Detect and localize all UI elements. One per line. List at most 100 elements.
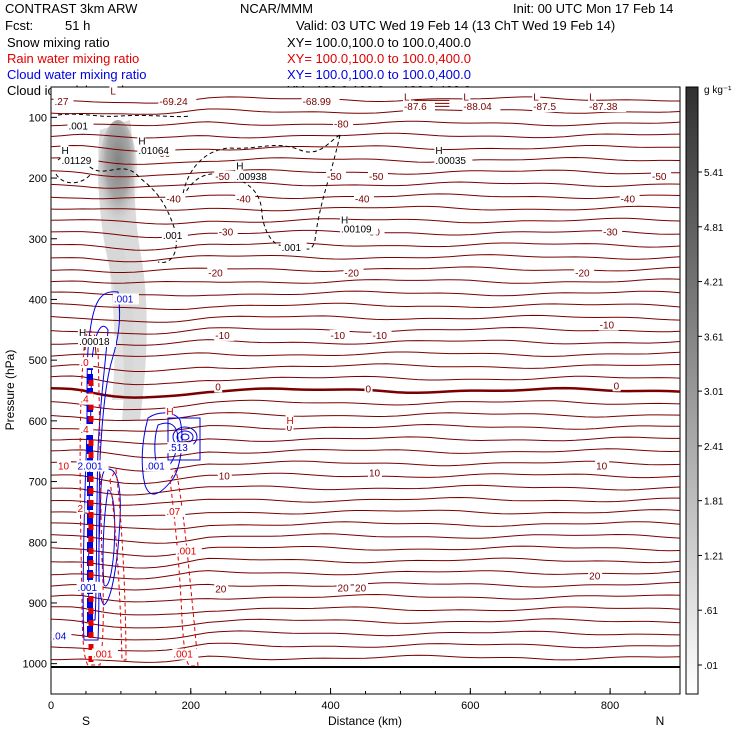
label-bg (651, 170, 672, 182)
isotherm-line (51, 108, 680, 115)
label-bg (137, 144, 176, 156)
label-bg (76, 460, 109, 472)
isotherm-label: -10 (215, 331, 230, 342)
extremum-label: H (138, 137, 145, 148)
y-tick-label: 200 (29, 173, 47, 185)
extremum-label: L (463, 92, 469, 103)
colorbar-tick-label: 3.01 (704, 387, 724, 398)
label-bg (165, 405, 174, 417)
isotherm-label: 0 (366, 384, 372, 395)
colorbar-tick-label: 4.21 (704, 278, 724, 289)
label-bg (301, 96, 340, 108)
isotherm-line (51, 412, 680, 422)
y-axis-title: Pressure (hPa) (3, 350, 17, 431)
label-bg (619, 193, 640, 205)
colorbar-tick-label: 2.41 (704, 442, 724, 453)
y-tick-label: 400 (29, 294, 47, 306)
field-name: Rain water mixing ratio (7, 51, 139, 66)
label-bg (367, 170, 388, 182)
label-bg (79, 357, 94, 369)
label-bg (60, 144, 69, 156)
fcst-value: 51 h (65, 18, 90, 33)
isotherm-line (51, 630, 680, 641)
mixing-ratio-label: .27 (54, 97, 68, 108)
isotherm-label: -88.04 (463, 102, 492, 113)
isotherm-line (51, 156, 680, 165)
isotherm-line (51, 654, 680, 663)
isotherm-label: -20 (345, 268, 360, 279)
isotherm-line (51, 472, 680, 485)
isotherm-line (51, 217, 680, 225)
mixing-ratio-label: .001 (114, 294, 134, 305)
isotherm-line (51, 363, 680, 372)
extremum-label: L (533, 92, 539, 103)
x-tick-label: 600 (461, 700, 479, 712)
colorbar-ticks: 5.41 4.81 4.21 3.61 3.01 2.41 1.81 1.21 .61 .01 (698, 168, 724, 672)
isotherm-label: -50 (369, 172, 384, 183)
label-bg (354, 582, 369, 594)
isotherm-label: 0 (215, 383, 221, 394)
label-bg (165, 193, 186, 205)
extremum-label: .00938 (236, 172, 267, 183)
label-bg (402, 101, 435, 113)
x-tick-label: 200 (182, 700, 200, 712)
label-bg (336, 582, 351, 594)
y-tick-label: 700 (29, 477, 47, 489)
label-bg (402, 91, 411, 103)
mixing-ratio-label: .001 (173, 650, 193, 661)
isotherm-line (51, 545, 680, 557)
isotherm-line (51, 375, 680, 386)
isotherm-line (51, 314, 680, 323)
isotherm-line (51, 205, 680, 212)
isotherm-label: -10 (372, 331, 387, 342)
isotherm-label: -20 (575, 268, 590, 279)
label-bg (462, 91, 471, 103)
isotherm-label: -50 (652, 172, 667, 183)
mixing-ratio-label: .4 (80, 395, 89, 406)
cloud-water-contour-6 (102, 489, 116, 587)
label-bg (434, 155, 473, 167)
label-bg (161, 229, 188, 241)
colorbar-tick-label: 1.81 (704, 497, 724, 508)
label-bg (217, 470, 232, 482)
extremum-label: .00035 (435, 156, 466, 167)
isotherm-label: -80 (334, 120, 349, 131)
label-bg (77, 326, 86, 338)
label-bg (51, 630, 72, 642)
field-xy: XY= 100.0,100.0 to 100.0,400.0 (287, 51, 471, 66)
label-bg (167, 442, 194, 454)
label-bg (217, 226, 238, 238)
field-xy: XY= 100.0,100.0 to 100.0,400.0 (287, 67, 471, 82)
isotherm-label: -30 (603, 228, 618, 239)
mixing-ratio-label: .513 (168, 443, 188, 454)
isotherm-line (51, 570, 680, 580)
label-bg (532, 101, 565, 113)
label-bg (165, 505, 186, 517)
label-bg (137, 135, 146, 147)
extremum-label: .01129 (61, 156, 91, 167)
mixing-ratio-label: .001 (68, 121, 88, 132)
south-label: S (82, 714, 90, 728)
isotherm-label: -40 (166, 194, 181, 205)
colorbar-tick-label: .61 (704, 606, 718, 617)
isotherm-line (51, 302, 680, 311)
isotherm-label: 20 (355, 583, 367, 594)
colorbar (685, 86, 699, 695)
extremum-label: H (341, 216, 348, 227)
mixing-ratio-label: .4 (80, 425, 89, 436)
isotherm-label: -40 (236, 194, 251, 205)
mixing-ratio-label: .001 (145, 461, 165, 472)
label-bg (67, 120, 94, 132)
isotherm-line (51, 181, 680, 189)
rain-contour-3 (169, 468, 199, 667)
label-bg (326, 170, 347, 182)
extremum-label: H (61, 146, 68, 157)
isotherm-label: H (287, 416, 294, 427)
snow-contours (55, 134, 341, 264)
rain-contour-1 (79, 330, 104, 666)
label-bg (214, 381, 223, 393)
isotherm-line (51, 642, 680, 652)
label-bg (333, 118, 354, 130)
isotherm-label: 10 (596, 461, 608, 472)
product-title: CONTRAST 3km ARW (5, 1, 138, 16)
